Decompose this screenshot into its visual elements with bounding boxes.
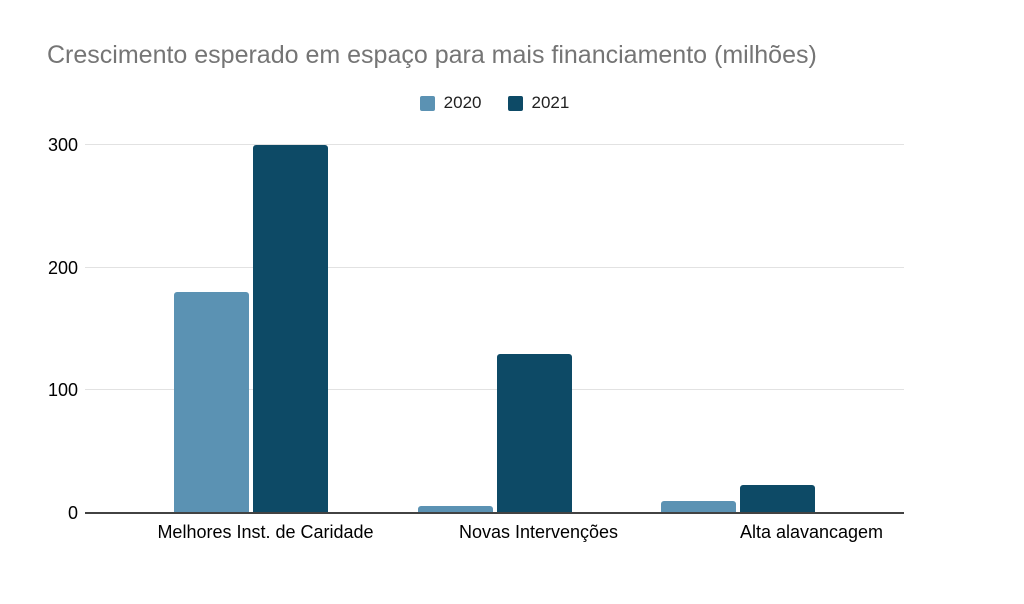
y-tick-label-200: 200 <box>47 257 78 278</box>
bar-groups <box>85 145 904 513</box>
bar-group-2 <box>373 145 617 513</box>
x-axis-category-labels: Melhores Inst. de Caridade Novas Interven… <box>85 522 992 543</box>
bar-2020-2[interactable] <box>417 505 493 513</box>
legend-label: 2020 <box>443 93 482 112</box>
bar-group-1 <box>129 145 373 513</box>
bar-group-3 <box>616 145 860 513</box>
chart-legend: 2020 2021 <box>85 93 904 113</box>
x-label-1: Melhores Inst. de Caridade <box>157 522 374 542</box>
bar-2021-3[interactable] <box>740 484 816 513</box>
gridline-100 <box>85 389 904 391</box>
y-tick-label-100: 100 <box>47 380 78 401</box>
y-tick-label-0: 0 <box>67 503 78 523</box>
y-tick-label-300: 300 <box>47 135 78 155</box>
x-label-3: Alta alavancagem <box>739 522 884 542</box>
legend-swatch-icon <box>419 95 435 111</box>
bar-2021-2[interactable] <box>496 353 572 513</box>
chart-title: Crescimento esperado em espaço para mais… <box>47 41 817 69</box>
bar-2021-1[interactable] <box>252 145 328 513</box>
legend-swatch-icon <box>507 95 523 111</box>
legend-item-2020[interactable]: 2020 <box>419 93 482 113</box>
bar-2020-3[interactable] <box>661 500 737 513</box>
x-label-2: Novas Intervenções <box>458 522 619 542</box>
gridline-200 <box>85 266 904 268</box>
legend-item-2021[interactable]: 2021 <box>507 93 570 113</box>
bar-2020-1[interactable] <box>173 292 249 513</box>
gridline-300 <box>85 144 904 145</box>
legend-label: 2021 <box>531 93 570 112</box>
x-axis-line <box>85 512 904 514</box>
plot-area <box>85 144 904 514</box>
